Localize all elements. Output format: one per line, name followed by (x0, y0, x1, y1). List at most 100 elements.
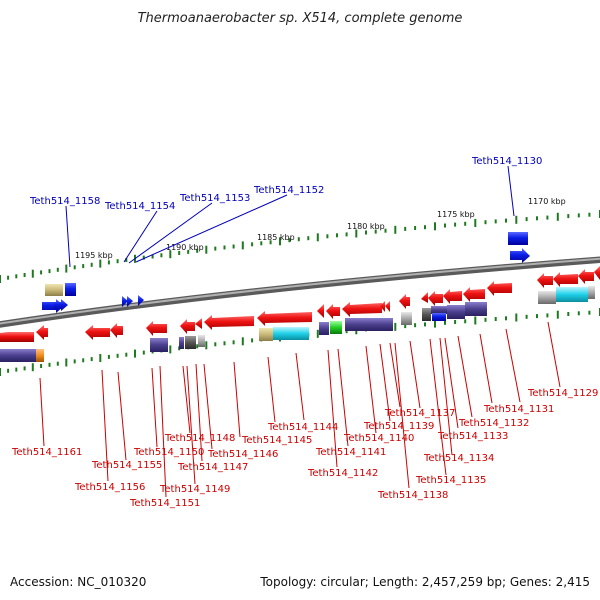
gene-arrow-forward[interactable] (54, 299, 68, 311)
scale-tick (345, 329, 348, 334)
gene-label-teth514-1151[interactable]: Teth514_1151 (129, 498, 200, 509)
gene-arrow-reverse[interactable] (36, 325, 48, 340)
gene-feature[interactable] (45, 284, 63, 296)
scale-tick (142, 350, 145, 355)
scale-tick (414, 323, 417, 328)
gene-domain[interactable] (588, 286, 595, 299)
gene-arrow-reverse[interactable] (487, 281, 512, 296)
gene-label-teth514-1137[interactable]: Teth514_1137 (384, 408, 455, 419)
gene-domain[interactable] (422, 308, 431, 321)
gene-label-teth514-1138[interactable]: Teth514_1138 (377, 490, 448, 501)
gene-domain[interactable] (447, 305, 465, 319)
gene-label-teth514-1129[interactable]: Teth514_1129 (527, 388, 598, 399)
gene-arrow-reverse[interactable] (421, 292, 428, 303)
gene-arrow-reverse[interactable] (385, 301, 390, 312)
scale-tick (0, 275, 1, 283)
gene-domain[interactable] (179, 337, 184, 349)
gene-domain[interactable] (431, 306, 447, 314)
gene-arrow-reverse[interactable] (537, 273, 553, 288)
gene-label-teth514-1139[interactable]: Teth514_1139 (363, 421, 434, 432)
gene-domain[interactable] (432, 313, 446, 321)
gene-arrow-reverse[interactable] (578, 269, 594, 284)
gene-label-teth514-1147[interactable]: Teth514_1147 (177, 462, 248, 473)
gene-domain[interactable] (330, 321, 342, 334)
gene-arrow-reverse[interactable] (180, 319, 195, 334)
gene-label-teth514-1140[interactable]: Teth514_1140 (343, 433, 414, 444)
gene-label-teth514-1142[interactable]: Teth514_1142 (307, 468, 378, 479)
gene-domain[interactable] (273, 327, 309, 340)
gene-arrow-reverse[interactable] (553, 272, 578, 287)
scale-tick (99, 354, 102, 362)
gene-domain[interactable] (345, 318, 393, 331)
gene-domain[interactable] (465, 302, 487, 316)
scale-tick (65, 264, 68, 273)
gene-arrow-reverse[interactable] (110, 323, 123, 338)
gene-label-teth514-1148[interactable]: Teth514_1148 (164, 433, 235, 444)
gene-domain[interactable] (259, 328, 273, 341)
gene-arrow-forward[interactable] (138, 295, 144, 306)
gene-domain[interactable] (36, 349, 44, 362)
gene-arrow-reverse[interactable] (0, 332, 34, 342)
gene-arrow-reverse[interactable] (195, 318, 202, 329)
gene-arrow-reverse[interactable] (428, 291, 443, 306)
scale-tick (0, 368, 1, 376)
gene-label-teth514-1154[interactable]: Teth514_1154 (104, 201, 175, 212)
gene-label-teth514-1130[interactable]: Teth514_1130 (471, 156, 542, 167)
gene-label-teth514-1156[interactable]: Teth514_1156 (74, 482, 145, 493)
gene-arrow-forward[interactable] (122, 296, 128, 307)
scale-tick (48, 362, 51, 367)
gene-domain[interactable] (185, 336, 196, 349)
gene-arrow-reverse[interactable] (317, 304, 324, 318)
gene-label-teth514-1146[interactable]: Teth514_1146 (207, 449, 278, 460)
gene-arrow-reverse[interactable] (380, 301, 385, 312)
gene-domain[interactable] (556, 287, 588, 302)
gene-domain[interactable] (198, 335, 205, 347)
gene-feature[interactable] (65, 283, 76, 296)
scale-tick (424, 322, 426, 327)
gene-label-teth514-1131[interactable]: Teth514_1131 (483, 404, 554, 415)
gene-label-teth514-1161[interactable]: Teth514_1161 (11, 447, 82, 458)
gene-label-teth514-1150[interactable]: Teth514_1150 (133, 447, 204, 458)
gene-label-teth514-1141[interactable]: Teth514_1141 (315, 447, 386, 458)
scale-tick (7, 368, 10, 373)
gene-label-teth514-1144[interactable]: Teth514_1144 (267, 422, 338, 433)
scale-tick (588, 212, 591, 217)
gene-arrow-reverse[interactable] (146, 321, 167, 336)
gene-label-teth514-1153[interactable]: Teth514_1153 (179, 193, 250, 204)
scale-tick (116, 353, 119, 358)
gene-arrow-reverse[interactable] (257, 311, 312, 326)
gene-domain[interactable] (319, 322, 329, 335)
gene-arrow-reverse[interactable] (443, 289, 462, 304)
scale-tick (454, 222, 457, 227)
gene-arrow-reverse[interactable] (204, 315, 254, 330)
gene-label-teth514-1132[interactable]: Teth514_1132 (458, 418, 529, 429)
gene-label-teth514-1152[interactable]: Teth514_1152 (253, 185, 324, 196)
gene-domain[interactable] (401, 312, 412, 325)
gene-label-teth514-1134[interactable]: Teth514_1134 (423, 453, 494, 464)
scale-tick (251, 242, 254, 247)
scale-tick (494, 317, 497, 321)
gene-arrow-reverse[interactable] (463, 287, 485, 302)
gene-arrow-reverse[interactable] (342, 302, 382, 317)
gene-domain[interactable] (538, 291, 556, 304)
gene-label-teth514-1155[interactable]: Teth514_1155 (91, 460, 162, 471)
gene-domain[interactable] (0, 349, 36, 362)
gene-label-teth514-1133[interactable]: Teth514_1133 (437, 431, 508, 442)
scale-tick (48, 269, 51, 274)
gene-arrow-reverse[interactable] (399, 294, 410, 309)
gene-arrow-forward[interactable] (127, 296, 133, 307)
scale-tick (214, 342, 217, 347)
scale-tick (336, 233, 338, 238)
gene-feature[interactable] (508, 232, 528, 245)
gene-label-teth514-1135[interactable]: Teth514_1135 (415, 475, 486, 486)
gene-arrow-reverse[interactable] (326, 304, 340, 319)
gene-arrow-reverse[interactable] (85, 325, 110, 340)
gene-label-teth514-1149[interactable]: Teth514_1149 (159, 484, 230, 495)
gene-domain[interactable] (150, 338, 168, 352)
gene-label-teth514-1145[interactable]: Teth514_1145 (241, 435, 312, 446)
gene-arrow-reverse[interactable] (594, 266, 600, 280)
gene-arrow-forward[interactable] (510, 248, 530, 263)
scale-tick (99, 259, 102, 268)
gene-label-teth514-1158[interactable]: Teth514_1158 (29, 196, 100, 207)
